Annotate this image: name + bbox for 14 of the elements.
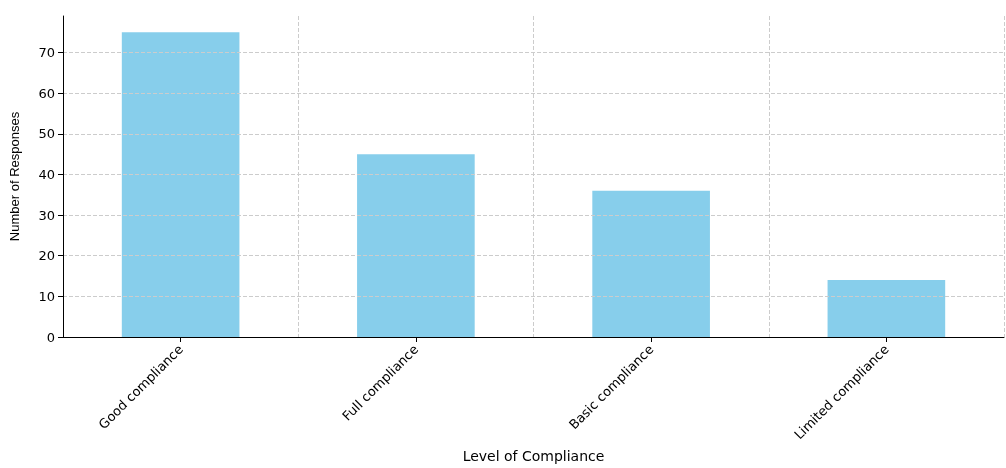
y-axis-title: Number of Responses: [7, 111, 22, 242]
y-tick-label: 0: [46, 329, 55, 345]
x-axis-title: Level of Compliance: [462, 448, 605, 464]
y-tick-label: 10: [38, 288, 55, 304]
y-tick-label: 60: [38, 85, 55, 101]
bar: [121, 32, 240, 337]
y-tick-label: 30: [38, 207, 55, 223]
y-tick-label: 40: [38, 166, 55, 182]
bar: [357, 154, 475, 337]
y-tick-label: 70: [38, 45, 55, 61]
y-tick-label: 20: [38, 248, 55, 264]
bar: [827, 280, 946, 337]
bar: [592, 190, 710, 337]
y-tick-label: 50: [38, 126, 55, 142]
